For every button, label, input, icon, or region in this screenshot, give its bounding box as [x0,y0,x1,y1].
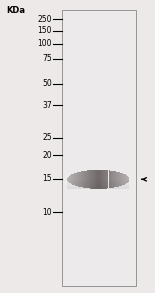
Bar [90,170,91,188]
Bar [126,176,127,183]
Bar [81,171,82,187]
Bar [67,179,129,180]
Text: 50: 50 [42,79,52,88]
Bar [88,170,89,188]
Bar [98,170,99,189]
Bar [113,171,114,188]
Bar [76,173,77,186]
Bar [67,184,129,185]
Bar [67,184,129,185]
Bar [97,170,98,189]
Bar [67,180,129,181]
Bar [94,170,95,189]
Bar [69,176,70,183]
Text: 150: 150 [37,26,52,35]
Bar [67,185,129,186]
Bar [83,171,84,188]
Bar [75,173,76,186]
Bar [107,170,108,188]
Bar [67,183,129,184]
Bar [119,172,120,186]
Bar [123,174,124,185]
Bar [102,170,103,189]
Bar [101,170,102,189]
Bar [127,176,128,183]
Bar [111,171,112,188]
Bar [67,178,68,181]
Bar [100,170,101,189]
Bar [95,170,96,189]
Bar [116,172,117,187]
Bar [84,171,85,188]
Bar [91,170,92,189]
Bar [106,170,107,188]
Bar [78,172,79,187]
Bar [122,173,123,185]
Bar [120,173,121,186]
Bar [112,171,113,188]
Bar [92,170,93,189]
Bar [86,171,87,188]
Bar [110,171,111,188]
Bar [121,173,122,186]
Bar [124,174,125,185]
Text: 20: 20 [42,151,52,160]
Bar [103,170,104,189]
Bar [67,182,129,183]
Bar [87,171,88,188]
Bar [117,172,118,187]
Bar [85,171,86,188]
Text: 10: 10 [42,208,52,217]
Text: 100: 100 [37,40,52,48]
Bar [67,181,129,182]
Bar [67,187,129,188]
Bar [67,186,129,187]
Bar [67,187,129,188]
Bar [71,175,72,184]
Text: 75: 75 [42,54,52,63]
Bar [118,172,119,187]
Bar [89,170,90,188]
Bar [70,176,71,183]
Bar [80,172,81,187]
Text: 15: 15 [42,174,52,183]
Bar [79,172,80,187]
Bar [67,185,129,186]
Text: 37: 37 [42,101,52,110]
Bar [67,181,129,182]
Text: 25: 25 [42,133,52,142]
Bar [105,170,106,189]
Bar [73,174,74,185]
Bar [68,177,69,182]
Bar [93,170,94,189]
Bar [72,174,73,185]
Bar [67,186,129,187]
Bar [67,180,129,181]
Bar [125,175,126,184]
Bar [128,177,129,182]
Bar [115,171,116,187]
Bar [67,188,129,189]
Bar [104,170,105,189]
Bar [82,171,83,188]
Bar [108,170,109,188]
Bar [114,171,115,188]
Bar [62,10,136,286]
Bar [109,171,110,188]
Bar [96,170,97,189]
Text: 250: 250 [37,15,52,23]
Bar [77,172,78,186]
Bar [67,179,129,180]
Bar [74,173,75,185]
Bar [99,170,100,189]
Text: KDa: KDa [6,6,25,15]
Bar [67,183,129,184]
Bar [67,182,129,183]
